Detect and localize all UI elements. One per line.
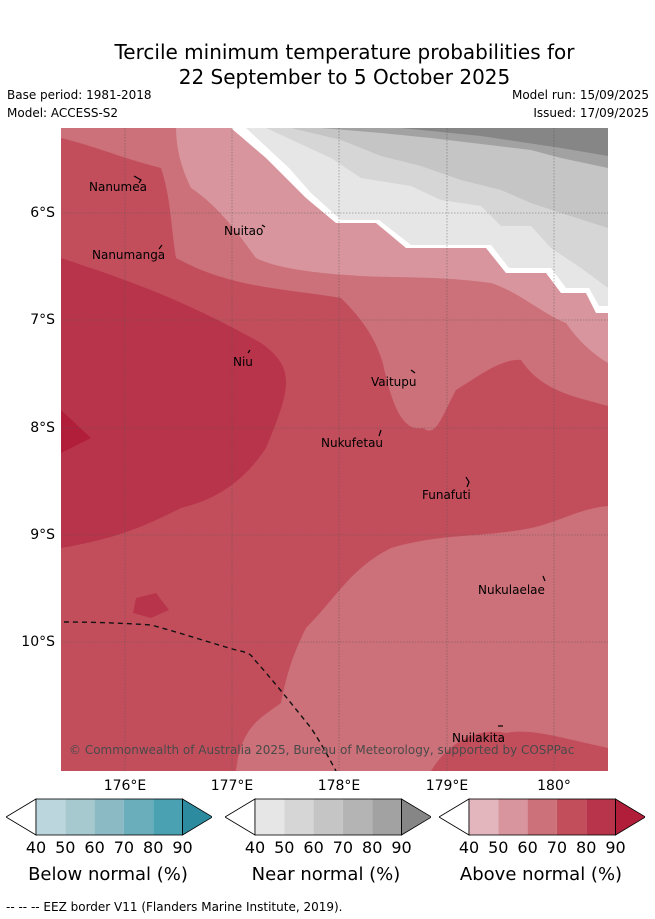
colorbar-tick-label: 50 [55, 838, 76, 857]
colorbar-segment [527, 799, 557, 835]
colorbar-segment [313, 799, 343, 835]
issued-label: Issued: 17/09/2025 [533, 106, 649, 120]
colorbar-tick-label: 70 [332, 838, 354, 857]
lon-label-177e: 177°E [210, 778, 254, 794]
region-above-70-south [236, 506, 608, 771]
colorbar-low-extend [224, 798, 256, 836]
base-period-label: Base period: 1981-2018 [7, 88, 152, 102]
colorbar-tick-label: 80 [576, 838, 597, 857]
place-label-funafuti: Funafuti [422, 488, 471, 502]
title-line-1: Tercile minimum temperature probabilitie… [114, 40, 575, 64]
colorbar-tick-label: 50 [274, 838, 295, 857]
eez-legend-footer: -- -- -- EEZ border V11 (Flanders Marine… [6, 900, 343, 914]
map-title: Tercile minimum temperature probabilitie… [0, 40, 655, 90]
colorbar-tick-label: 40 [25, 838, 47, 857]
colorbar-high-extend [182, 798, 214, 836]
place-label-nuilakita: Nuilakita [452, 731, 505, 745]
map-canvas: Nanumea Nuitao Nanumanga Niu Vaitupu Nuk… [61, 128, 608, 771]
colorbar-svg-below [5, 798, 214, 836]
place-label-nanumea: Nanumea [89, 180, 147, 194]
colorbar-tick-label: 50 [488, 838, 509, 857]
colorbar-outline [468, 798, 616, 836]
copyright-notice: © Commonwealth of Australia 2025, Bureau… [69, 743, 574, 757]
lon-label-179e: 179°E [425, 778, 469, 794]
colorbar-segment [123, 799, 154, 835]
lon-label-176e: 176°E [103, 778, 147, 794]
colorbar-segment [153, 799, 183, 835]
place-label-nuitao: Nuitao [224, 224, 263, 238]
place-label-niu: Niu [233, 355, 253, 369]
colorbar-low-extend [5, 798, 37, 836]
colorbar-tick-label: 80 [362, 838, 383, 857]
region-near-60 [291, 128, 608, 228]
colorbar-tick-label: 70 [546, 838, 568, 857]
region-near-80 [401, 128, 608, 156]
colorbar-svg-above [438, 798, 647, 836]
title-line-2: 22 September to 5 October 2025 [178, 65, 511, 89]
colorbar-title-near: Near normal (%) [251, 864, 401, 885]
colorbar-tick-label: 60 [303, 838, 324, 857]
colorbar-high-extend [615, 798, 647, 836]
colorbar-high-extend [401, 798, 433, 836]
probability-map: Nanumea Nuitao Nanumanga Niu Vaitupu Nuk… [61, 128, 608, 771]
region-above-90 [61, 410, 91, 453]
colorbar-tick-label: 40 [458, 838, 480, 857]
place-label-vaitupu: Vaitupu [371, 375, 417, 389]
colorbar-outline [35, 798, 183, 836]
colorbar-below-normal [5, 798, 214, 840]
colorbar-segment [498, 799, 528, 835]
colorbar-segment [65, 799, 95, 835]
colorbar-tick-label: 60 [84, 838, 105, 857]
lon-label-180: 180° [537, 778, 571, 794]
colorbar-segment [284, 799, 314, 835]
colorbar-low-extend [438, 798, 470, 836]
colorbar-segment [342, 799, 373, 835]
lat-label-7s: 7°S [30, 312, 55, 328]
colorbar-segment [36, 799, 66, 835]
colorbar-segment [586, 799, 616, 835]
model-run-label: Model run: 15/09/2025 [511, 88, 649, 102]
lat-label-8s: 8°S [30, 420, 55, 436]
colorbar-tick-label: 90 [172, 838, 193, 857]
region-above-85 [61, 258, 286, 548]
lon-label-178e: 178°E [317, 778, 361, 794]
colorbar-segment [255, 799, 285, 835]
lat-label-9s: 9°S [30, 527, 55, 543]
colorbar-tick-label: 90 [605, 838, 626, 857]
colorbar-tick-label: 80 [143, 838, 164, 857]
colorbar-title-above: Above normal (%) [459, 864, 623, 885]
colorbar-segment [469, 799, 499, 835]
region-above-85-patch [133, 593, 169, 618]
lat-label-6s: 6°S [30, 205, 55, 221]
colorbar-tick-label: 40 [244, 838, 266, 857]
place-label-nukulaelae: Nukulaelae [478, 583, 545, 597]
graticule [61, 128, 608, 771]
island-shapes [133, 175, 546, 727]
colorbar-above-normal [438, 798, 647, 840]
place-label-nukufetau: Nukufetau [321, 436, 383, 450]
model-label: Model: ACCESS-S2 [7, 106, 119, 120]
colorbar-segment [372, 799, 402, 835]
colorbar-tick-label: 60 [517, 838, 538, 857]
colorbar-segment [556, 799, 587, 835]
colorbar-svg-near [224, 798, 433, 836]
eez-border-line [63, 621, 337, 771]
region-above-80-south [431, 731, 608, 771]
colorbar-near-normal [224, 798, 433, 840]
colorbar-tick-label: 70 [113, 838, 135, 857]
colorbar-segment [94, 799, 124, 835]
colorbar-tick-label: 90 [391, 838, 412, 857]
lat-label-10s: 10°S [21, 634, 55, 650]
colorbar-title-below: Below normal (%) [28, 864, 188, 885]
colorbar-outline [254, 798, 402, 836]
place-label-nanumanga: Nanumanga [92, 248, 165, 262]
